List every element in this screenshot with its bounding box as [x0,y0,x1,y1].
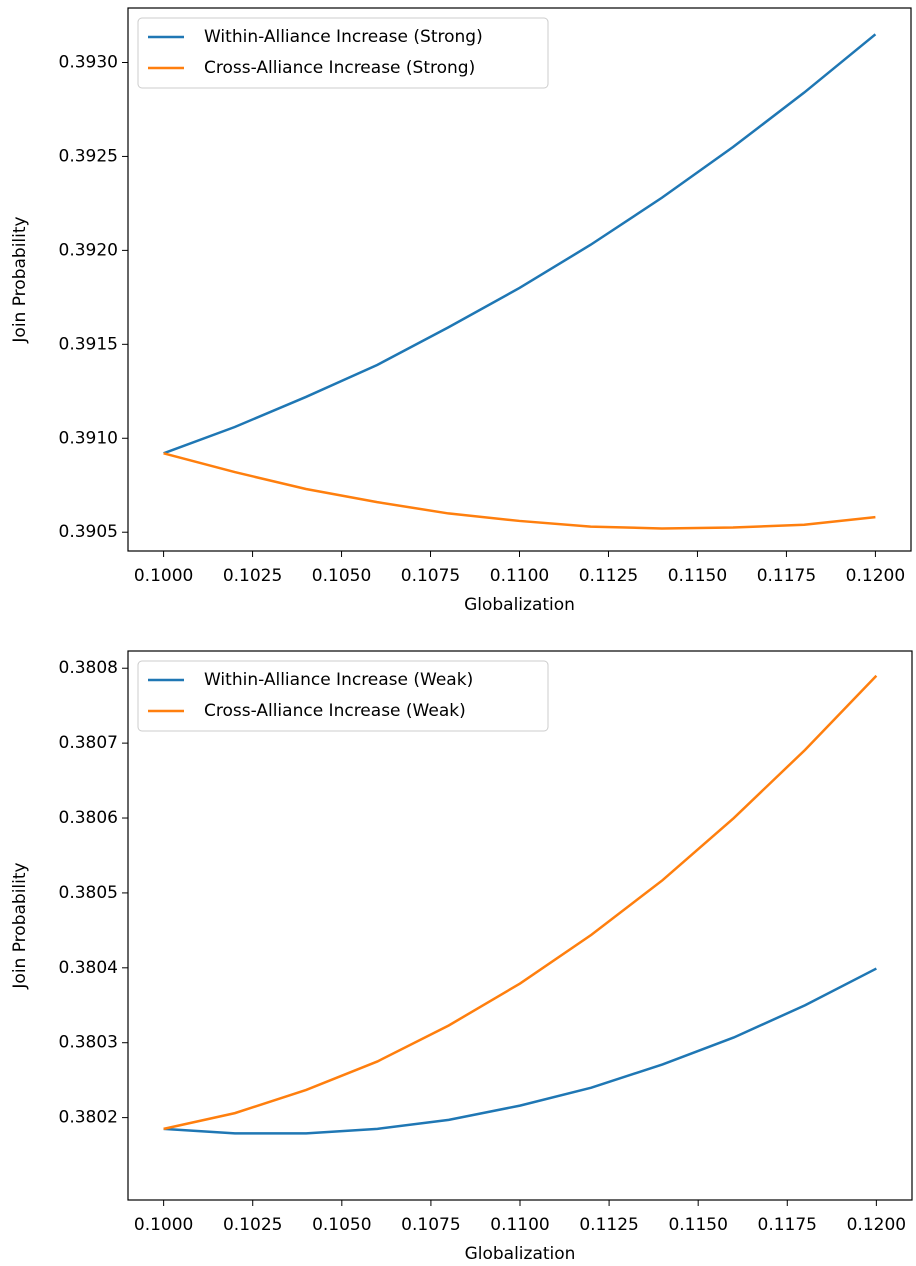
x-tick-label: 0.1025 [223,566,282,586]
data-line [163,33,877,455]
x-tick-label: 0.1175 [757,566,816,586]
x-axis-label: Globalization [464,595,575,615]
x-tick-label: 0.1000 [134,566,193,586]
x-tick-label: 0.1150 [668,1215,727,1235]
plot-frame [127,650,913,1201]
x-tick-label: 0.1000 [134,1215,193,1235]
x-tick-label: 0.1125 [579,1215,638,1235]
data-line [163,674,878,1131]
legend-label: Cross-Alliance Increase (Weak) [204,701,466,721]
x-axis-label: Globalization [465,1244,576,1264]
y-tick-label: 0.3808 [59,658,118,678]
y-tick-label: 0.3915 [59,334,118,354]
legend-label: Within-Alliance Increase (Weak) [204,670,473,690]
y-tick-label: 0.3905 [59,522,118,542]
x-tick-label: 0.1025 [223,1215,282,1235]
data-line [163,452,876,530]
x-tick-label: 0.1200 [846,566,905,586]
y-tick-label: 0.3920 [59,240,118,260]
x-tick-label: 0.1175 [758,1215,817,1235]
y-tick-label: 0.3930 [59,52,118,72]
plot-frame [127,7,912,552]
x-tick-label: 0.1075 [401,566,460,586]
x-tick-label: 0.1050 [312,1215,371,1235]
y-axis-label: Join Probability [10,216,30,343]
legend-box [137,660,549,732]
y-tick-label: 0.3925 [59,146,118,166]
x-tick-label: 0.1100 [490,1215,549,1235]
data-line [163,967,877,1135]
y-axis-label: Join Probability [10,862,30,989]
y-tick-label: 0.3804 [59,958,118,978]
x-tick-label: 0.1150 [668,566,727,586]
x-tick-label: 0.1125 [579,566,638,586]
x-tick-label: 0.1200 [847,1215,906,1235]
y-tick-label: 0.3806 [59,808,118,828]
legend-label: Within-Alliance Increase (Strong) [204,27,483,47]
y-tick-label: 0.3807 [59,733,118,753]
x-tick-label: 0.1100 [490,566,549,586]
x-tick-label: 0.1075 [401,1215,460,1235]
y-tick-label: 0.3910 [59,428,118,448]
x-tick-label: 0.1050 [312,566,371,586]
y-tick-label: 0.3802 [59,1108,118,1128]
y-tick-label: 0.3803 [59,1033,118,1053]
legend-label: Cross-Alliance Increase (Strong) [204,58,475,78]
legend-box [137,17,549,89]
y-tick-label: 0.3805 [59,883,118,903]
